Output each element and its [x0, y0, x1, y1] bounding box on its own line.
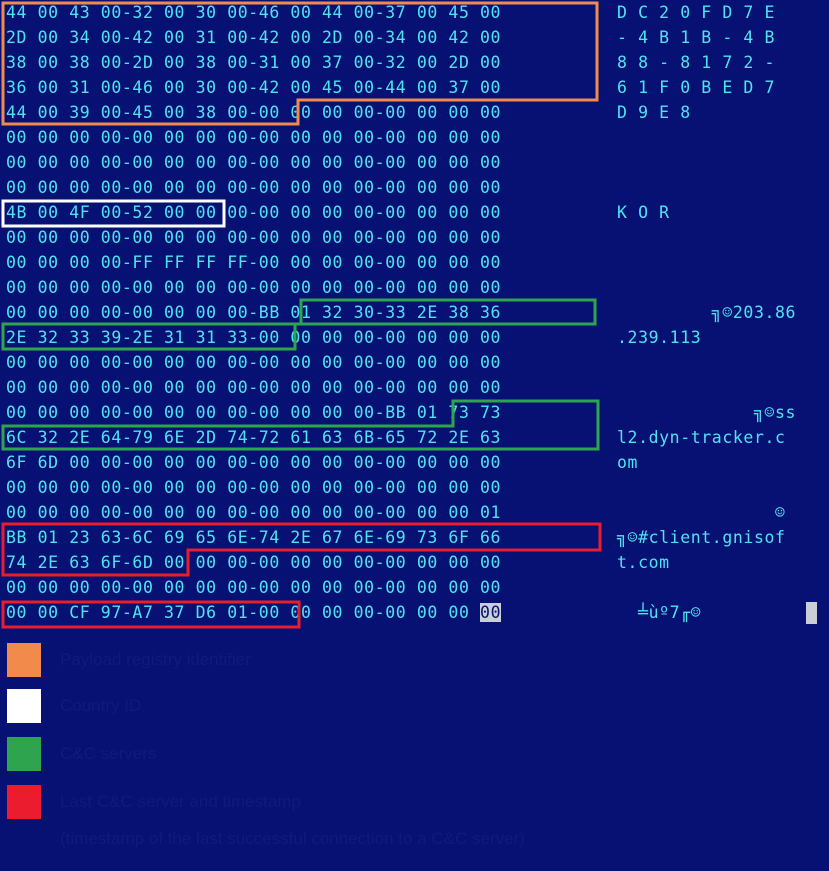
ascii-row: ╗☺#client.gnisof	[617, 528, 786, 547]
hex-bytes: 00 00 00 00-00 00 00 00-00 00 00 00-BB 0…	[6, 403, 502, 422]
ascii-row: ╗☺ss	[617, 403, 797, 422]
hex-row: 00 00 00 00-00 00 00 00-00 00 00 00-BB 0…	[6, 402, 501, 424]
hex-row: 00 00 00 00-00 00 00 00-00 00 00 00-00 0…	[6, 502, 501, 524]
hex-bytes: 00 00 00 00-00 00 00 00-00 00 00 00-00 0…	[6, 128, 502, 147]
ascii-row: ╗☺203.86	[617, 303, 797, 322]
legend-swatch-red	[7, 785, 41, 819]
hex-bytes: 00 00 00 00-00 00 00 00-00 00 00 00-00 0…	[6, 278, 502, 297]
hex-row: 00 00 00 00-FF FF FF FF-00 00 00 00-00 0…	[6, 252, 501, 274]
ascii-row: t.com	[617, 553, 670, 572]
hex-row: 44 00 43 00-32 00 30 00-46 00 44 00-37 0…	[6, 2, 501, 24]
hex-bytes: 00 00 00 00-00 00 00 00-00 00 00 00-00 0…	[6, 378, 502, 397]
hex-row: 00 00 CF 97-A7 37 D6 01-00 00 00 00-00 0…	[6, 602, 502, 624]
legend-label-orange: Payload registry identifier	[60, 650, 251, 669]
hex-bytes: 38 00 38 00-2D 00 38 00-31 00 37 00-32 0…	[6, 53, 502, 72]
hex-row: 6F 6D 00 00-00 00 00 00-00 00 00 00-00 0…	[6, 452, 501, 474]
hex-row: 00 00 00 00-00 00 00 00-00 00 00 00-00 0…	[6, 277, 501, 299]
legend-swatch-green	[7, 737, 41, 771]
legend-label-white: Country ID	[60, 696, 142, 715]
hex-row: 00 00 00 00-00 00 00 00-00 00 00 00-00 0…	[6, 152, 501, 174]
ascii-row: l2.dyn-tracker.c	[617, 428, 786, 447]
hex-bytes: 6F 6D 00 00-00 00 00 00-00 00 00 00-00 0…	[6, 453, 502, 472]
hex-row: 00 00 00 00-00 00 00 00-00 00 00 00-00 0…	[6, 477, 501, 499]
hex-bytes: 00 00 00 00-00 00 00 00-00 00 00 00-00 0…	[6, 503, 502, 522]
hex-bytes: 00 00 00 00-00 00 00 00-00 00 00 00-00 0…	[6, 178, 502, 197]
hex-row: 4B 00 4F 00-52 00 00 00-00 00 00 00-00 0…	[6, 202, 501, 224]
legend-note: (timestamp of the last successful connec…	[60, 829, 525, 848]
hex-row: 00 00 00 00-00 00 00 00-00 00 00 00-00 0…	[6, 227, 501, 249]
hex-bytes: 00 00 00 00-00 00 00 00-00 00 00 00-00 0…	[6, 478, 502, 497]
hex-bytes: 2D 00 34 00-42 00 31 00-42 00 2D 00-34 0…	[6, 28, 502, 47]
hex-bytes: 00 00 00 00-FF FF FF FF-00 00 00 00-00 0…	[6, 253, 502, 272]
hex-row: 00 00 00 00-00 00 00 00-00 00 00 00-00 0…	[6, 352, 501, 374]
hex-row: 00 00 00 00-00 00 00 00-BB 01 32 30-33 2…	[6, 302, 501, 324]
hex-row: 2D 00 34 00-42 00 31 00-42 00 2D 00-34 0…	[6, 27, 501, 49]
legend-swatch-orange	[7, 643, 41, 677]
hex-bytes: 00 00 00 00-00 00 00 00-00 00 00 00-00 0…	[6, 228, 502, 247]
hex-row: BB 01 23 63-6C 69 65 6E-74 2E 67 6E-69 7…	[6, 527, 501, 549]
hex-row: 74 2E 63 6F-6D 00 00 00-00 00 00 00-00 0…	[6, 552, 501, 574]
hex-bytes: 36 00 31 00-46 00 30 00-42 00 45 00-44 0…	[6, 78, 502, 97]
hex-bytes: 2E 32 33 39-2E 31 31 33-00 00 00 00-00 0…	[6, 328, 502, 347]
ascii-row: ╧ùº7╓☺	[617, 603, 702, 622]
text-cursor	[806, 602, 817, 624]
legend: Payload registry identifier Country ID C…	[0, 636, 829, 871]
hex-row: 00 00 00 00-00 00 00 00-00 00 00 00-00 0…	[6, 377, 501, 399]
hex-bytes: 44 00 43 00-32 00 30 00-46 00 44 00-37 0…	[6, 3, 502, 22]
hex-row: 36 00 31 00-46 00 30 00-42 00 45 00-44 0…	[6, 77, 501, 99]
hex-bytes: 44 00 39 00-45 00 38 00-00 00 00 00-00 0…	[6, 103, 502, 122]
ascii-row: K O R	[617, 203, 670, 222]
hex-row: 6C 32 2E 64-79 6E 2D 74-72 61 63 6B-65 7…	[6, 427, 501, 449]
hex-dump-view: 44 00 43 00-32 00 30 00-46 00 44 00-37 0…	[6, 2, 797, 624]
ascii-row: 6 1 F 0 B E D 7	[617, 78, 776, 97]
ascii-row: ☺	[617, 503, 786, 522]
hex-bytes: 00 00 00 00-00 00 00 00-00 00 00 00-00 0…	[6, 353, 502, 372]
hex-bytes: 6C 32 2E 64-79 6E 2D 74-72 61 63 6B-65 7…	[6, 428, 502, 447]
hex-bytes: 00 00 CF 97-A7 37 D6 01-00 00 00 00-00 0…	[6, 603, 481, 622]
ascii-row: - 4 B 1 B - 4 B	[617, 28, 776, 47]
hex-row: 00 00 00 00-00 00 00 00-00 00 00 00-00 0…	[6, 577, 501, 599]
hex-row: 38 00 38 00-2D 00 38 00-31 00 37 00-32 0…	[6, 52, 501, 74]
hex-bytes: 4B 00 4F 00-52 00 00 00-00 00 00 00-00 0…	[6, 203, 502, 222]
ascii-row: D C 2 0 F D 7 E	[617, 3, 776, 22]
cursor-byte: 00	[480, 603, 502, 622]
ascii-row: om	[617, 453, 639, 472]
legend-swatch-white	[7, 689, 41, 723]
hex-bytes: 00 00 00 00-00 00 00 00-00 00 00 00-00 0…	[6, 153, 502, 172]
hex-row: 2E 32 33 39-2E 31 31 33-00 00 00 00-00 0…	[6, 327, 501, 349]
hex-bytes: 00 00 00 00-00 00 00 00-BB 01 32 30-33 2…	[6, 303, 502, 322]
hex-bytes: 74 2E 63 6F-6D 00 00 00-00 00 00 00-00 0…	[6, 553, 502, 572]
ascii-row: .239.113	[617, 328, 702, 347]
hex-row: 00 00 00 00-00 00 00 00-00 00 00 00-00 0…	[6, 177, 501, 199]
ascii-row: D 9 E 8	[617, 103, 691, 122]
ascii-row: 8 8 - 8 1 7 2 -	[617, 53, 776, 72]
hex-row: 44 00 39 00-45 00 38 00-00 00 00 00-00 0…	[6, 102, 501, 124]
legend-label-green: C&C servers	[60, 744, 157, 763]
hex-row: 00 00 00 00-00 00 00 00-00 00 00 00-00 0…	[6, 127, 501, 149]
legend-label-red: Last C&C server and timestamp	[60, 792, 301, 811]
hex-bytes: BB 01 23 63-6C 69 65 6E-74 2E 67 6E-69 7…	[6, 528, 502, 547]
hex-bytes: 00 00 00 00-00 00 00 00-00 00 00 00-00 0…	[6, 578, 502, 597]
